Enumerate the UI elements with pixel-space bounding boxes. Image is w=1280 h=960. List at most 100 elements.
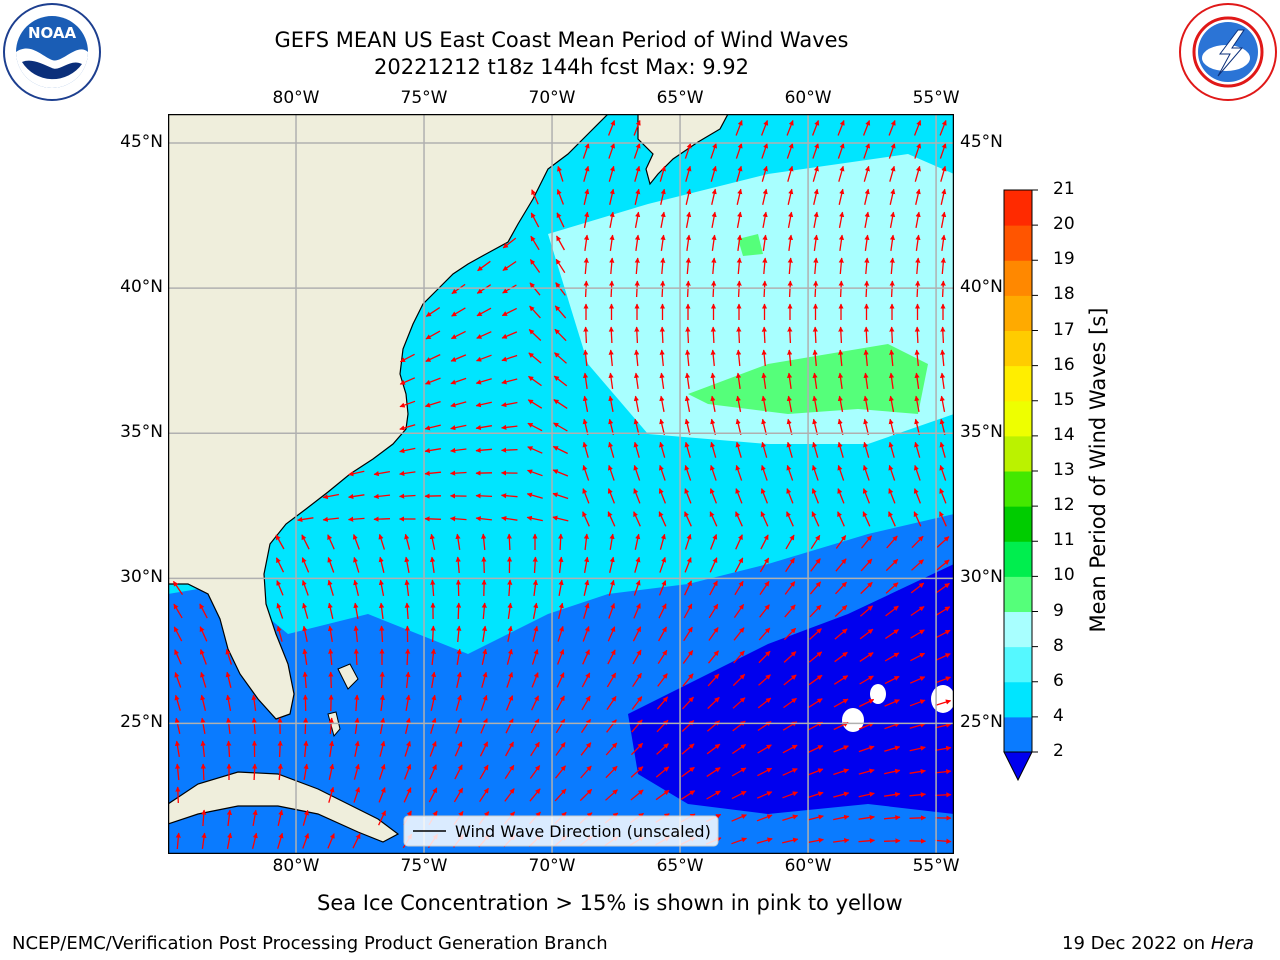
longitude-label-top: 70°W: [528, 88, 576, 108]
wind-wave-arrow: [813, 188, 819, 205]
wind-wave-arrow: [634, 280, 640, 298]
wind-wave-arrow: [884, 745, 901, 752]
wind-wave-arrow: [939, 441, 946, 458]
colorbar-tick-label: 19: [1053, 249, 1075, 270]
colorbar-tick-label: 10: [1053, 565, 1075, 586]
wind-wave-arrow: [655, 789, 670, 801]
wind-wave-arrow: [200, 671, 207, 688]
map-title: GEFS MEAN US East Coast Mean Period of W…: [274, 28, 849, 52]
wind-wave-arrow: [833, 745, 849, 753]
wind-wave-arrow: [505, 741, 514, 757]
wind-wave-arrow: [609, 211, 615, 229]
wind-wave-arrow: [834, 605, 848, 617]
wind-wave-arrow: [710, 395, 716, 413]
wind-wave-arrow: [858, 791, 875, 798]
wind-wave-arrow: [456, 671, 462, 688]
wind-wave-arrow: [910, 605, 925, 617]
wind-wave-arrow: [759, 580, 770, 595]
wind-wave-arrow: [425, 377, 441, 385]
wind-wave-arrow: [762, 211, 768, 229]
wind-wave-arrow: [453, 787, 464, 803]
wind-wave-arrow: [838, 349, 844, 367]
wind-wave-arrow: [889, 257, 895, 275]
wind-wave-arrow: [607, 464, 615, 481]
wind-wave-arrow: [582, 441, 589, 458]
wind-wave-arrow: [683, 603, 693, 619]
wind-wave-arrow: [527, 446, 543, 454]
wind-wave-arrow: [910, 629, 925, 639]
wind-wave-arrow: [583, 602, 590, 619]
wind-wave-arrow: [889, 165, 896, 182]
wind-wave-arrow: [659, 165, 666, 182]
wind-wave-arrow: [481, 533, 487, 551]
wind-wave-arrow: [429, 764, 437, 780]
wind-wave-arrow: [935, 676, 951, 684]
sea-ice-note: Sea Ice Concentration > 15% is shown in …: [317, 891, 903, 915]
wind-wave-arrow: [200, 740, 206, 758]
latitude-label-right: 45°N: [960, 132, 1003, 153]
wind-wave-arrow: [913, 511, 922, 527]
wind-wave-arrow: [858, 838, 876, 844]
wind-wave-arrow: [327, 579, 334, 596]
wind-wave-arrow: [782, 744, 798, 754]
wind-wave-arrow: [680, 790, 696, 800]
wind-wave-arrow: [732, 697, 746, 709]
wind-wave-arrow: [735, 142, 743, 159]
map-frame: Wind Wave Direction (unscaled): [168, 114, 954, 854]
wind-wave-arrow: [634, 165, 641, 182]
wind-wave-arrow: [659, 441, 666, 458]
wind-wave-arrow: [378, 763, 386, 780]
wind-wave-arrow: [761, 372, 767, 389]
wind-wave-arrow: [526, 492, 543, 499]
wind-wave-arrow: [609, 234, 615, 251]
wind-wave-arrow: [731, 837, 747, 845]
footer-date-text: 19 Dec 2022 on: [1062, 933, 1211, 954]
wind-wave-arrow: [786, 395, 793, 413]
wind-wave-arrow: [276, 602, 284, 619]
wind-wave-arrow: [760, 464, 768, 481]
land-nova-scotia: [637, 114, 729, 186]
longitude-label-bottom: 55°W: [912, 856, 960, 876]
wind-wave-arrow: [811, 464, 819, 481]
wind-wave-arrow: [939, 511, 947, 527]
wind-wave-arrow: [527, 399, 543, 409]
wind-wave-arrow: [322, 516, 339, 522]
wind-wave-arrow: [864, 211, 870, 229]
wind-wave-arrow: [685, 326, 691, 344]
wind-wave-arrow: [479, 787, 489, 803]
wind-wave-arrow: [864, 188, 870, 205]
wind-wave-arrow: [684, 464, 692, 481]
wind-wave-arrow: [783, 674, 797, 686]
wind-wave-arrow: [812, 395, 818, 413]
wind-wave-arrow: [810, 558, 821, 572]
wind-wave-arrow: [860, 535, 873, 549]
wind-wave-arrow: [476, 284, 492, 294]
wind-wave-arrow: [501, 307, 517, 317]
wind-wave-arrow: [328, 786, 335, 803]
wind-wave-arrow: [889, 349, 895, 367]
wind-wave-arrow: [812, 418, 819, 435]
wind-wave-arrow: [934, 838, 952, 844]
wind-wave-arrow: [813, 280, 819, 298]
wind-wave-arrow: [888, 488, 896, 504]
nws-logo: [1179, 3, 1277, 101]
latitude-label-right: 40°N: [960, 277, 1003, 298]
wind-wave-arrow: [761, 326, 767, 344]
wind-wave-arrow: [936, 536, 950, 548]
wind-wave-arrow: [807, 791, 824, 799]
wind-wave-arrow: [583, 280, 589, 298]
colorbar-tick-label: 14: [1053, 424, 1075, 445]
wind-wave-arrow: [863, 165, 870, 182]
wind-wave-arrow: [884, 791, 901, 798]
wind-wave-arrow: [373, 470, 391, 477]
wind-wave-arrow: [379, 740, 386, 757]
colorbar-segment: [1004, 190, 1032, 226]
wind-wave-arrow: [455, 718, 463, 734]
wind-wave-arrow: [862, 120, 871, 136]
wind-wave-arrow: [526, 515, 543, 522]
wind-wave-arrow: [450, 424, 467, 431]
wind-wave-arrow: [556, 235, 565, 251]
longitude-label-top: 55°W: [912, 88, 960, 108]
footer-credit: NCEP/EMC/Verification Post Processing Pr…: [12, 933, 608, 954]
wind-wave-arrow: [506, 671, 514, 688]
